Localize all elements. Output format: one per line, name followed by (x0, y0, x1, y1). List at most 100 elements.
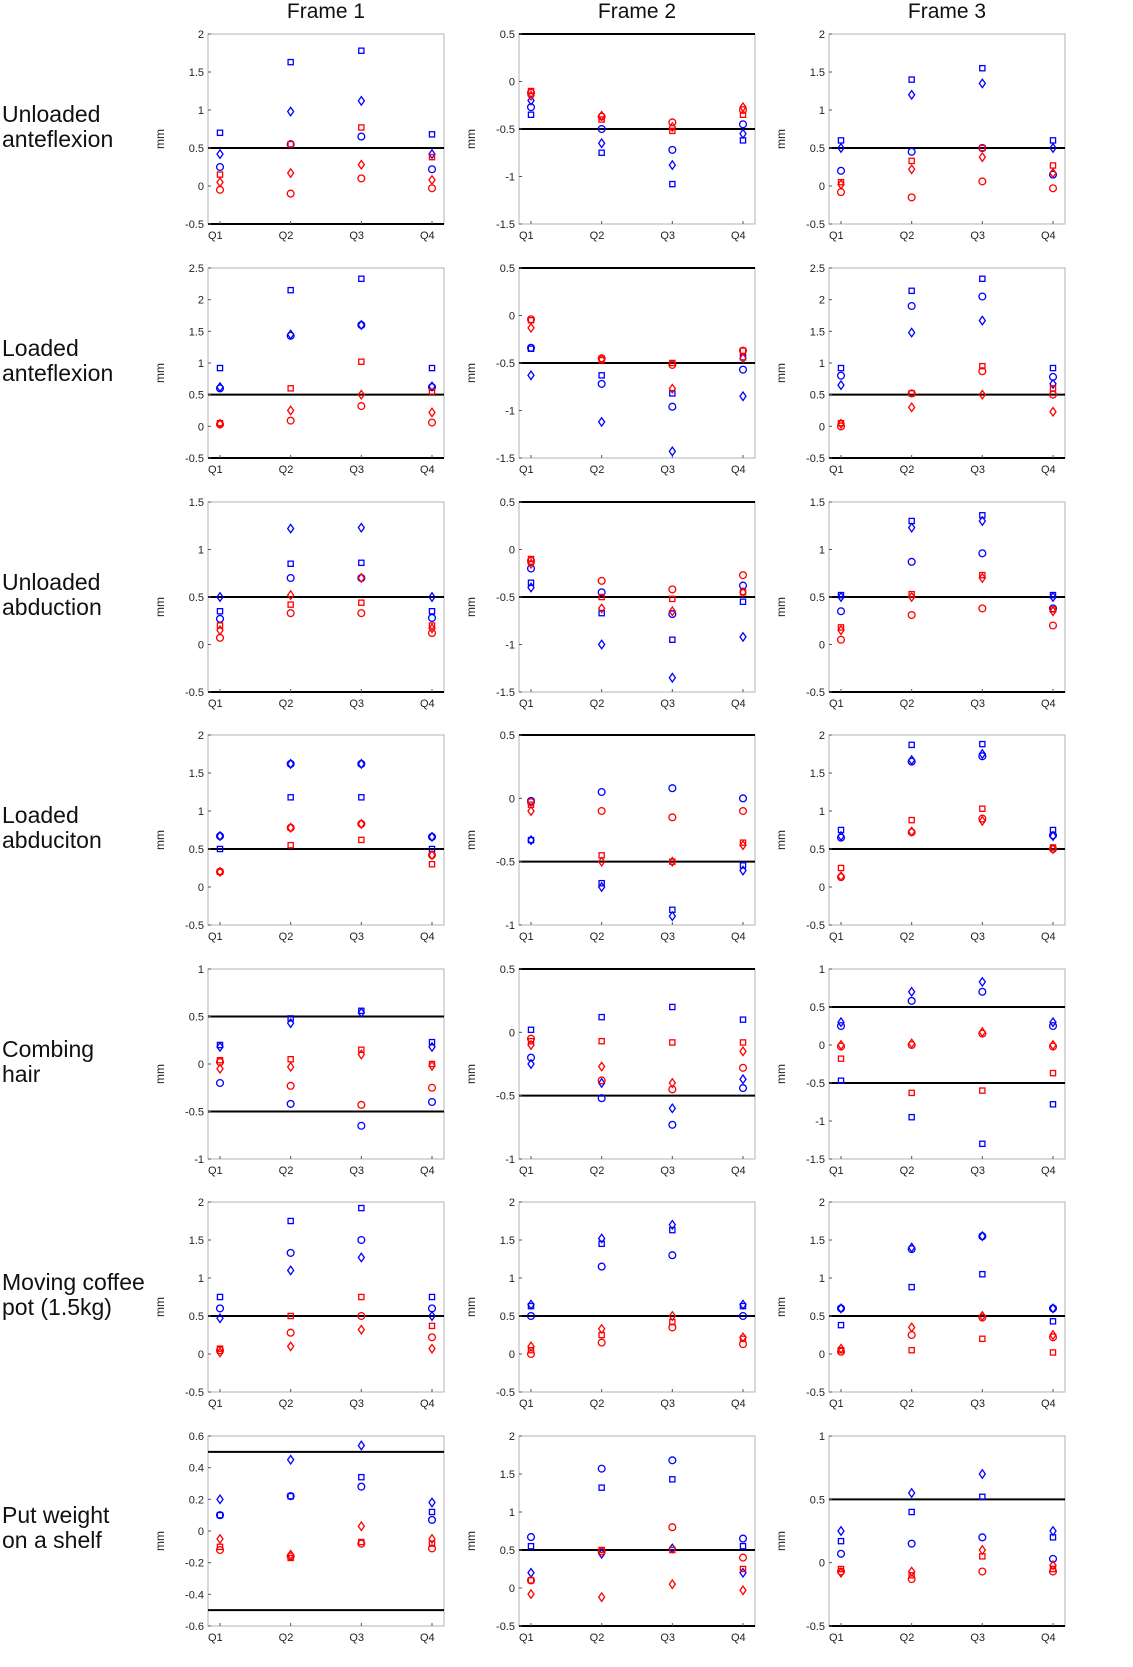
data-point-square (979, 1087, 986, 1094)
data-point-square (837, 364, 845, 372)
data-point-square (979, 144, 986, 152)
data-point-diamond (668, 1310, 677, 1322)
data-point-diamond (428, 1533, 436, 1545)
data-point-diamond (216, 866, 224, 878)
data-point-circle (738, 806, 748, 816)
data-point-square (979, 275, 986, 283)
data-point-circle (1048, 831, 1058, 840)
data-point-diamond (907, 591, 916, 603)
data-point-square (216, 1511, 224, 1519)
data-point-diamond (1049, 142, 1057, 154)
x-tick-label: Q1 (208, 230, 223, 242)
y-tick-label: 0.5 (810, 143, 825, 155)
data-point-square (1049, 1318, 1057, 1325)
data-point-diamond (527, 834, 535, 846)
y-tick-label: -0.5 (185, 687, 204, 699)
data-point-diamond (739, 586, 747, 598)
data-point-circle (978, 292, 987, 301)
plot-area (207, 1435, 445, 1627)
y-tick-label: -1 (505, 1154, 515, 1166)
data-point-diamond (978, 572, 987, 584)
y-axis-label: mm (153, 1297, 167, 1317)
data-point-square (598, 609, 605, 617)
x-tick-label: Q1 (208, 931, 223, 943)
data-point-circle (836, 1042, 846, 1051)
data-point-diamond (668, 1103, 677, 1114)
y-tick-label: 0 (198, 1349, 204, 1361)
data-point-diamond (527, 1058, 535, 1070)
data-point-circle (668, 585, 677, 594)
plot-area (828, 1201, 1066, 1393)
y-tick-label: 0 (819, 640, 825, 652)
data-point-square (669, 1476, 676, 1483)
data-point-circle (357, 1482, 366, 1491)
y-tick-label: -0.5 (496, 857, 515, 869)
data-point-diamond (428, 1343, 436, 1354)
data-point-circle (526, 1533, 536, 1542)
data-point-square (979, 805, 986, 812)
data-point-square (669, 180, 676, 188)
data-point-circle (357, 819, 366, 828)
data-point-square (908, 287, 915, 295)
data-point-square (908, 1283, 915, 1291)
data-point-circle (526, 343, 536, 352)
data-point-circle (978, 177, 987, 186)
data-point-square (979, 740, 986, 748)
data-point-diamond (286, 1017, 295, 1029)
data-point-circle (526, 556, 536, 565)
data-point-diamond (428, 849, 436, 861)
y-tick-label: 1 (198, 806, 204, 818)
data-point-circle (907, 828, 916, 837)
data-point-circle (738, 365, 748, 374)
y-tick-label: -0.5 (496, 592, 515, 604)
y-axis-label: mm (464, 1297, 478, 1317)
data-point-diamond (668, 605, 677, 617)
data-point-square (979, 1270, 986, 1278)
data-point-circle (597, 112, 606, 121)
data-point-circle (597, 787, 606, 797)
data-point-square (216, 845, 224, 853)
y-tick-label: 0.5 (810, 844, 825, 856)
data-point-square (598, 1484, 605, 1491)
data-point-circle (597, 1094, 606, 1103)
data-point-circle (597, 1076, 606, 1085)
data-point-square (908, 741, 915, 749)
data-point-circle (526, 1349, 536, 1359)
y-tick-label: 0 (819, 1558, 825, 1570)
data-point-square (1049, 1101, 1057, 1108)
row-label-6-line2: pot (1.5kg) (2, 1294, 112, 1320)
y-axis-label: mm (153, 1064, 167, 1084)
y-axis-label: mm (774, 1297, 788, 1317)
data-point-circle (907, 1539, 916, 1548)
x-tick-label: Q2 (279, 931, 294, 943)
data-point-circle (1048, 184, 1058, 193)
panel-r1-c3: -0.5 0 0.5 1 1.5 2 Q1 Q2 Q3 Q4 mm (774, 29, 1066, 242)
x-tick-label: Q3 (970, 698, 985, 710)
data-point-diamond (286, 1341, 295, 1352)
data-point-circle (907, 757, 916, 766)
data-point-square (216, 364, 224, 372)
data-point-diamond (527, 558, 535, 570)
x-tick-label: Q4 (1041, 230, 1056, 242)
y-tick-label: 1.5 (810, 497, 825, 509)
data-point-circle (836, 371, 846, 380)
data-point-circle (215, 1304, 225, 1313)
row-label-3-line1: Unloaded (2, 569, 100, 595)
data-point-square (428, 1293, 436, 1301)
data-point-circle (427, 184, 437, 193)
plot-area (828, 1435, 1066, 1627)
y-tick-label: 0 (819, 1040, 825, 1052)
y-tick-label: 0 (509, 1349, 515, 1361)
data-point-circle (836, 1549, 846, 1558)
plot-area (828, 33, 1066, 225)
x-tick-label: Q1 (519, 698, 534, 710)
x-tick-label: Q1 (829, 931, 844, 943)
data-point-circle (1048, 1567, 1058, 1576)
data-point-circle (738, 1311, 748, 1321)
x-tick-label: Q1 (829, 1165, 844, 1177)
panel-r5-c3: -1.5 -1 -0.5 0 0.5 1 Q1 Q2 Q3 Q4 mm (774, 964, 1066, 1177)
plot-area (518, 968, 756, 1160)
x-tick-label: Q1 (208, 1632, 223, 1644)
data-point-diamond (1049, 167, 1057, 179)
y-axis-label: mm (774, 363, 788, 383)
